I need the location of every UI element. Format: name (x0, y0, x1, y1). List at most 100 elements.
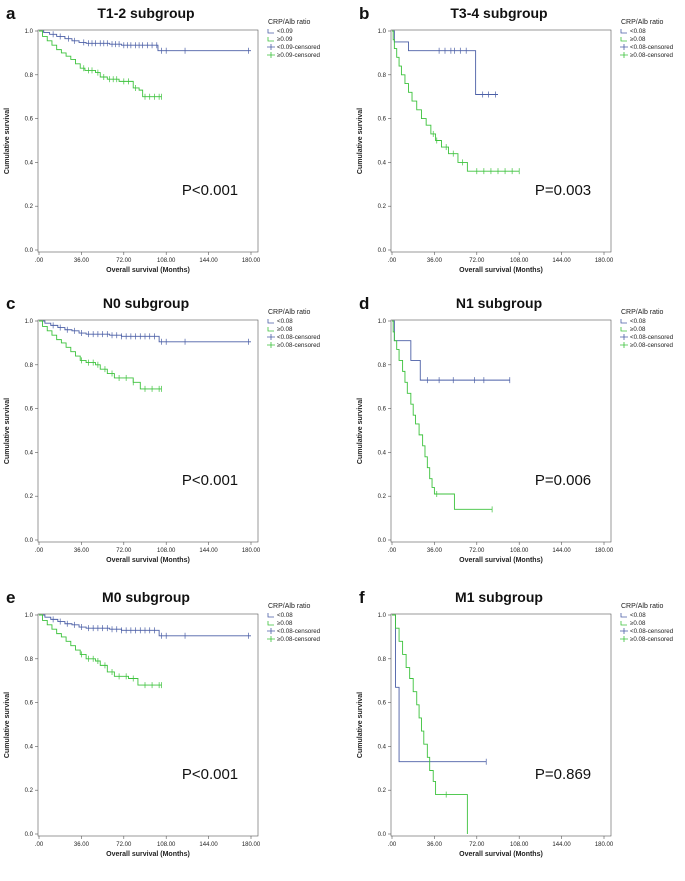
p-value-label: P=0.003 (535, 182, 591, 199)
legend-title: CRP/Alb ratio (268, 603, 311, 610)
panel-title: M0 subgroup (102, 589, 190, 605)
x-tick-label: 180.00 (242, 548, 261, 554)
x-tick-label: 180.00 (595, 258, 614, 264)
y-tick-label: 0.2 (378, 788, 387, 794)
legend-entry: <0.08 (630, 612, 646, 619)
legend-entry: ≥0.08 (630, 36, 646, 43)
x-tick-label: .00 (35, 548, 44, 554)
x-tick-label: .00 (388, 842, 397, 848)
x-tick-label: 36.00 (427, 258, 443, 264)
y-tick-label: 0.8 (25, 657, 34, 663)
y-tick-label: 1.0 (25, 319, 34, 325)
x-tick-label: 36.00 (74, 842, 90, 848)
x-tick-label: 180.00 (242, 258, 261, 264)
panel-letter: d (359, 294, 369, 313)
x-tick-label: 144.00 (552, 548, 571, 554)
survival-curve (392, 320, 510, 381)
x-tick-label: 144.00 (199, 548, 218, 554)
y-tick-label: 0.8 (25, 73, 34, 79)
x-axis-label: Overall survival (Months) (106, 557, 190, 564)
x-tick-label: .00 (35, 842, 44, 848)
survival-curve (39, 614, 162, 686)
y-axis-label: Cumulative survival (4, 692, 11, 758)
x-axis-label: Overall survival (Months) (459, 851, 543, 858)
y-tick-label: 0.6 (25, 407, 34, 413)
legend-line-symbol (267, 37, 274, 42)
legend-line-symbol (620, 613, 627, 618)
plot-frame (37, 319, 259, 543)
legend-entry: ≥0.09 (277, 36, 293, 43)
panel-letter: a (6, 4, 16, 23)
x-tick-label: .00 (35, 258, 44, 264)
x-tick-label: 108.00 (157, 842, 176, 848)
y-tick-label: 1.0 (378, 613, 387, 619)
plot-frame (37, 613, 259, 837)
y-tick-label: 0.8 (378, 363, 387, 369)
legend-censor-symbol (267, 52, 275, 58)
legend-entry: ≥0.08-censored (630, 52, 674, 59)
y-tick-label: 0.6 (378, 407, 387, 413)
x-tick-label: .00 (388, 258, 397, 264)
y-tick-label: 1.0 (25, 613, 34, 619)
y-tick-label: 0.6 (25, 701, 34, 707)
legend-line-symbol (267, 621, 274, 626)
y-tick-label: 0.8 (25, 363, 34, 369)
legend-entry: <0.08 (277, 612, 293, 619)
y-tick-label: 0.4 (25, 450, 34, 456)
panel-title: N1 subgroup (456, 295, 542, 311)
legend-line-symbol (267, 613, 274, 618)
y-tick-label: 1.0 (378, 29, 387, 35)
legend-entry: ≥0.08-censored (630, 636, 674, 643)
legend-line-symbol (267, 319, 274, 324)
x-tick-label: 108.00 (157, 258, 176, 264)
y-axis-label: Cumulative survival (357, 398, 364, 464)
survival-curve (392, 30, 498, 95)
x-tick-label: 108.00 (157, 548, 176, 554)
legend-title: CRP/Alb ratio (621, 19, 664, 26)
legend-line-symbol (620, 621, 627, 626)
km-panel-c: c N0 subgroup 0.0 0.2 0.4 0.6 0.8 1.0 .00 36.00 72… (4, 294, 321, 564)
panel-title: T1-2 subgroup (97, 5, 194, 21)
x-tick-label: 72.00 (116, 842, 132, 848)
panel-title: N0 subgroup (103, 295, 189, 311)
y-axis-label: Cumulative survival (357, 108, 364, 174)
km-panel-e: e M0 subgroup 0.0 0.2 0.4 0.6 0.8 1.0 .00 36.00 72… (4, 588, 321, 858)
legend-censor-symbol (620, 628, 628, 634)
x-tick-label: 144.00 (552, 258, 571, 264)
legend-entry: ≥0.08 (630, 620, 646, 627)
legend-line-symbol (620, 327, 627, 332)
x-tick-label: 108.00 (510, 258, 529, 264)
y-tick-label: 0.6 (378, 117, 387, 123)
legend-censor-symbol (620, 342, 628, 348)
panel-title: T3-4 subgroup (450, 5, 547, 21)
legend-line-symbol (620, 37, 627, 42)
y-tick-label: 0.2 (25, 204, 34, 210)
legend-line-symbol (267, 327, 274, 332)
x-tick-label: 36.00 (427, 548, 443, 554)
x-tick-label: 144.00 (199, 258, 218, 264)
x-tick-label: .00 (388, 548, 397, 554)
legend-entry: <0.08-censored (630, 334, 674, 341)
y-tick-label: 0.0 (25, 538, 34, 544)
legend-entry: ≥0.08-censored (277, 636, 321, 643)
survival-curve (39, 30, 251, 52)
panel-letter: f (359, 588, 365, 607)
km-panel-f: f M1 subgroup 0.0 0.2 0.4 0.6 0.8 1.0 .00 36.00 72… (357, 588, 674, 858)
km-panel-d: d N1 subgroup 0.0 0.2 0.4 0.6 0.8 1.0 .00 36.00 72… (357, 294, 674, 564)
panel-title: M1 subgroup (455, 589, 543, 605)
survival-curve (392, 614, 487, 763)
x-tick-label: 72.00 (469, 258, 485, 264)
y-tick-label: 0.6 (25, 117, 34, 123)
legend-censor-symbol (620, 636, 628, 642)
legend-censor-symbol (267, 636, 275, 642)
legend-censor-symbol (267, 628, 275, 634)
x-tick-label: 180.00 (242, 842, 261, 848)
x-tick-label: 144.00 (199, 842, 218, 848)
legend-line-symbol (620, 29, 627, 34)
x-tick-label: 108.00 (510, 548, 529, 554)
y-tick-label: 0.2 (25, 788, 34, 794)
legend-line-symbol (620, 319, 627, 324)
x-tick-label: 108.00 (510, 842, 529, 848)
p-value-label: P=0.869 (535, 766, 591, 783)
